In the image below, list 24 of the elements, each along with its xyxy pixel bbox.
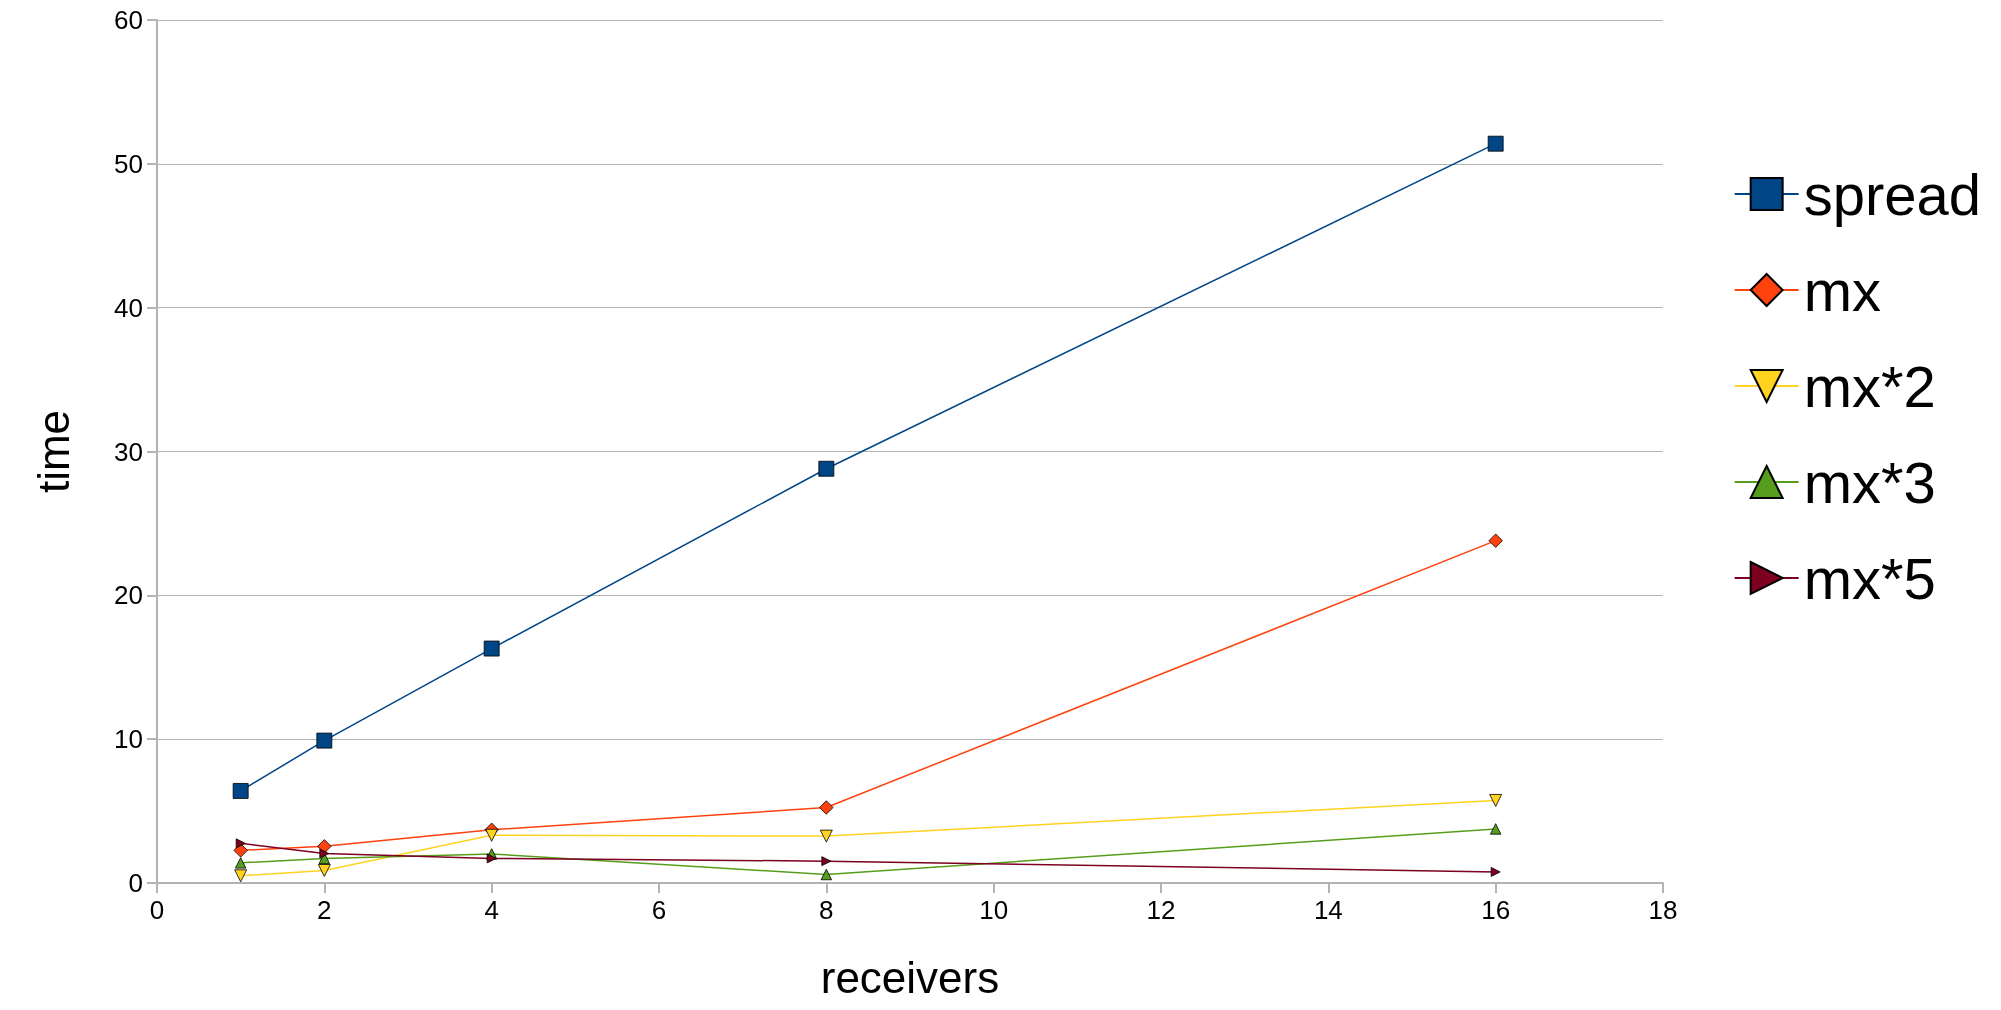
y-tick-label: 60 xyxy=(114,5,143,35)
legend-label: mx*3 xyxy=(1803,449,1936,515)
y-tick-label: 30 xyxy=(114,436,143,467)
x-tick-label: 0 xyxy=(149,895,165,925)
x-tick-label: 18 xyxy=(1648,895,1678,925)
x-tick-label: 16 xyxy=(1481,895,1511,925)
legend-label: mx*5 xyxy=(1803,545,1936,611)
x-tick-label: 14 xyxy=(1313,895,1343,925)
y-tick-label: 10 xyxy=(114,724,143,755)
x-tick-label: 8 xyxy=(819,895,834,925)
y-axis-title: time xyxy=(28,409,78,494)
legend-label: mx*2 xyxy=(1803,353,1936,419)
y-tick-label: 50 xyxy=(114,148,143,179)
legend-label: mx xyxy=(1803,257,1881,323)
x-tick-label: 10 xyxy=(979,895,1009,925)
legend-label: spread xyxy=(1803,161,1981,227)
x-tick-label: 12 xyxy=(1146,895,1176,925)
x-axis-title: receivers xyxy=(820,952,1000,1002)
x-tick-label: 6 xyxy=(651,895,667,925)
y-tick-label: 0 xyxy=(128,868,143,898)
y-tick-label: 40 xyxy=(114,292,143,323)
y-tick-label: 20 xyxy=(114,580,143,611)
x-tick-label: 4 xyxy=(484,895,499,925)
x-tick-label: 2 xyxy=(317,895,332,925)
